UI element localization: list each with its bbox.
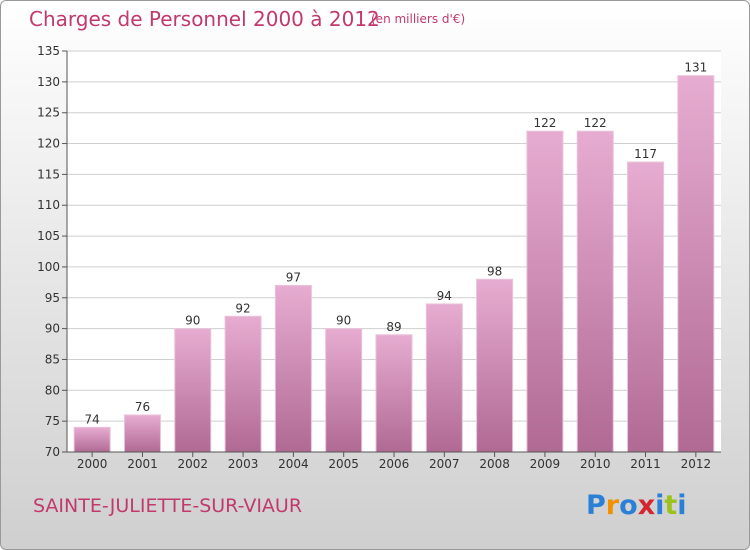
bar: [425, 303, 463, 453]
x-tick-label: 2005: [328, 457, 359, 471]
y-tick-label: 135: [37, 44, 60, 58]
logo-letter: i: [677, 490, 687, 521]
bar: [375, 334, 413, 453]
y-tick-label: 115: [37, 167, 60, 181]
proxiti-logo: Proxiti: [586, 490, 687, 521]
bar-value-label: 131: [684, 61, 707, 75]
y-tick-label: 100: [37, 260, 60, 274]
x-tick-label: 2004: [278, 457, 309, 471]
bar-value-label: 122: [584, 116, 607, 130]
y-tick-label: 130: [37, 75, 60, 89]
x-tick-label: 2001: [127, 457, 158, 471]
bar-value-label: 92: [235, 301, 250, 315]
logo-letter: o: [619, 490, 638, 521]
bar-value-label: 94: [437, 289, 452, 303]
bar: [627, 161, 665, 453]
bar: [174, 328, 212, 453]
commune-name: SAINTE-JULIETTE-SUR-VIAUR: [33, 495, 303, 517]
logo-letter: r: [605, 490, 620, 521]
chart-title: Charges de Personnel 2000 à 2012: [29, 7, 380, 31]
bar-value-label: 76: [135, 400, 150, 414]
y-tick-label: 110: [37, 198, 60, 212]
logo-letter: P: [586, 490, 606, 521]
x-tick-label: 2007: [429, 457, 460, 471]
bar-value-label: 122: [533, 116, 556, 130]
bar-value-label: 98: [487, 264, 502, 278]
bar-value-label: 90: [336, 314, 351, 328]
x-tick-label: 2011: [630, 457, 661, 471]
x-tick-label: 2010: [580, 457, 611, 471]
bar: [325, 328, 363, 453]
bar: [224, 315, 262, 453]
bar-value-label: 74: [85, 412, 100, 426]
bar: [274, 284, 312, 453]
y-tick-label: 80: [45, 383, 60, 397]
x-tick-label: 2008: [479, 457, 510, 471]
y-tick-label: 85: [45, 352, 60, 366]
chart-subtitle: (en milliers d'€): [371, 12, 466, 26]
x-tick-label: 2012: [681, 457, 712, 471]
y-tick-label: 75: [45, 414, 60, 428]
bar: [576, 130, 614, 453]
bar-value-label: 117: [634, 147, 657, 161]
x-tick-label: 2003: [228, 457, 259, 471]
bar-value-label: 89: [386, 320, 401, 334]
logo-letter: i: [655, 490, 665, 521]
bar: [123, 414, 161, 453]
bar: [526, 130, 564, 453]
logo-letter: x: [637, 490, 656, 521]
bar: [73, 426, 111, 453]
x-tick-label: 2000: [77, 457, 108, 471]
x-tick-label: 2002: [177, 457, 208, 471]
bar-value-label: 90: [185, 314, 200, 328]
bar-value-label: 97: [286, 270, 301, 284]
logo-letter: t: [664, 490, 678, 521]
y-tick-label: 95: [45, 291, 60, 305]
y-tick-label: 120: [37, 137, 60, 151]
y-tick-label: 105: [37, 229, 60, 243]
y-tick-label: 70: [45, 445, 60, 459]
x-tick-label: 2009: [530, 457, 561, 471]
y-tick-label: 90: [45, 322, 60, 336]
bar: [476, 278, 514, 453]
bar: [677, 75, 715, 453]
y-tick-label: 125: [37, 106, 60, 120]
x-tick-label: 2006: [379, 457, 410, 471]
